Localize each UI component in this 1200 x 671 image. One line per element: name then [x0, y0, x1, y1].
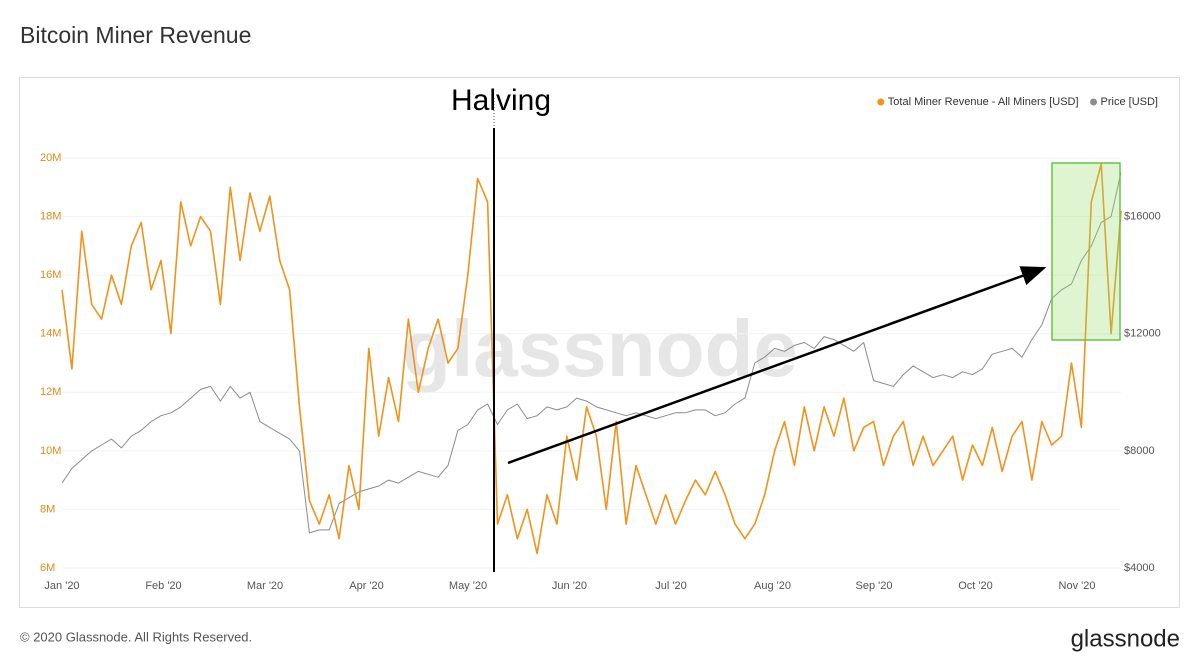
y-tick-label: 10M: [40, 445, 61, 457]
y2-tick-label: $16000: [1124, 210, 1161, 222]
legend-marker: [1090, 98, 1098, 106]
x-tick-label: Apr '20: [349, 580, 384, 592]
series-line: [61, 172, 1122, 534]
y-tick-label: 20M: [40, 152, 61, 164]
chart-title: Bitcoin Miner Revenue: [20, 22, 251, 48]
x-tick-label: Jul '20: [655, 580, 686, 592]
logo: glassnode: [1071, 625, 1180, 652]
y-tick-label: 12M: [40, 386, 61, 398]
y-tick-label: 14M: [40, 328, 61, 340]
annotation: Halving: [451, 84, 551, 117]
y-tick-label: 8M: [40, 503, 55, 515]
x-tick-label: Feb '20: [145, 580, 181, 592]
y2-tick-label: $8000: [1124, 445, 1155, 457]
y-tick-label: 16M: [40, 269, 61, 281]
trend-arrow: [507, 266, 1047, 465]
x-tick-label: Jun '20: [552, 580, 587, 592]
x-tick-label: Nov '20: [1059, 580, 1096, 592]
x-tick-label: Jan '20: [44, 580, 79, 592]
copyright: © 2020 Glassnode. All Rights Reserved.: [20, 629, 252, 644]
legend-label: Price [USD]: [1101, 96, 1158, 108]
series-line: [61, 163, 1122, 555]
highlight-box: [1051, 162, 1121, 341]
x-tick-label: Sep '20: [856, 580, 893, 592]
y-tick-label: 18M: [40, 210, 61, 222]
legend-label: Total Miner Revenue - All Miners [USD]: [888, 96, 1079, 108]
y2-tick-label: $12000: [1124, 328, 1161, 340]
chart-frame: [19, 77, 1180, 608]
x-tick-label: Mar '20: [247, 580, 283, 592]
y2-tick-label: $4000: [1124, 562, 1155, 574]
x-tick-label: Aug '20: [754, 580, 791, 592]
legend-marker: [877, 98, 885, 106]
plot: 6M 8M 10M 12M 14M 16M 18M 20M $4000 $8000 $12000 $1…: [40, 152, 1161, 592]
x-tick-label: Oct '20: [958, 580, 993, 592]
watermark: glassnode: [402, 304, 798, 393]
y-tick-label: 6M: [40, 562, 55, 574]
x-tick-label: May '20: [449, 580, 487, 592]
